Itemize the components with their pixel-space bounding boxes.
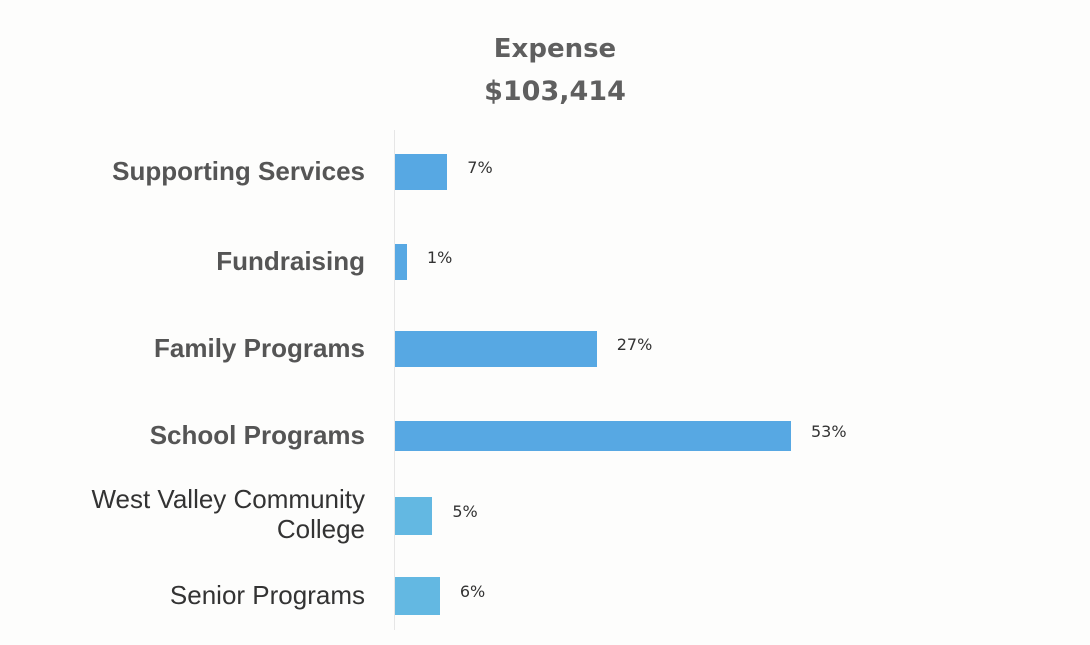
bar [395, 421, 791, 451]
chart-title: Expense [493, 34, 617, 64]
category-label: Supporting Services [112, 156, 365, 186]
data-label: 1% [427, 248, 453, 267]
category-label: Fundraising [216, 246, 365, 276]
bar [395, 497, 433, 535]
data-label: 7% [467, 158, 493, 177]
category-label: School Programs [149, 420, 365, 450]
data-label: 53% [811, 422, 847, 441]
category-axis-line [394, 130, 395, 630]
bar [395, 244, 407, 280]
data-label: 27% [616, 335, 653, 354]
category-label: West Valley Community College [91, 484, 365, 544]
category-label: Senior Programs [169, 580, 365, 610]
bar [395, 154, 448, 190]
data-label: 5% [452, 502, 478, 521]
bar [395, 331, 597, 367]
category-label: Family Programs [154, 333, 365, 363]
data-label: 6% [459, 582, 486, 601]
chart-subtitle: $103,414 [484, 76, 626, 107]
bar [395, 577, 440, 615]
